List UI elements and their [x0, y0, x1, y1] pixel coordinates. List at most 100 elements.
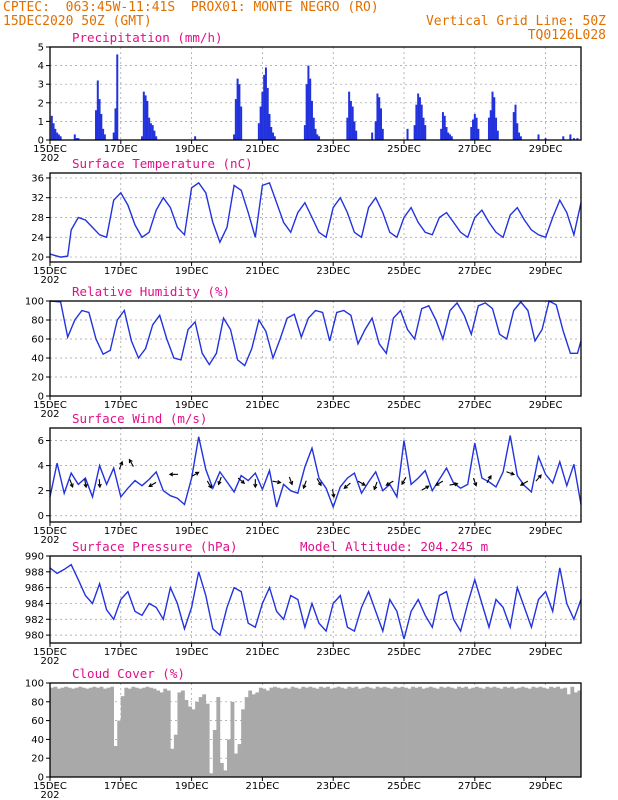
precip-bar — [141, 136, 144, 140]
precip-bar — [272, 132, 275, 140]
cloud-cover-bar — [577, 690, 582, 777]
precip-bar — [98, 99, 101, 140]
panel-1-xtick-label: 17DEC — [104, 144, 138, 155]
wind-arrow-head — [317, 481, 322, 487]
precip-bar — [450, 136, 453, 140]
cloud-cover-bar — [301, 686, 306, 777]
panel-4-xtick-label: 25DEC — [387, 526, 421, 537]
cloud-cover-bar — [184, 699, 189, 777]
panel-1-ytick-label: 2 — [38, 98, 44, 109]
cloud-cover-bar — [223, 770, 228, 777]
cloud-cover-bar — [556, 686, 561, 777]
cloud-cover-bar — [488, 687, 493, 777]
panel-4-xtick-label: 15DEC — [33, 526, 67, 537]
precip-bar — [305, 84, 308, 140]
cloud-cover-bar — [134, 687, 139, 777]
wind-arrow — [472, 477, 477, 486]
panel-3-xtick-label: 25DEC — [387, 400, 421, 411]
cloud-cover-bar — [216, 697, 221, 777]
cloud-cover-bar — [499, 688, 504, 777]
cloud-cover-bar — [474, 686, 479, 777]
wind-arrow-head — [148, 483, 153, 487]
cloud-cover-bar — [219, 762, 224, 777]
cloud-cover-bar — [435, 688, 440, 777]
cloud-cover-bar — [368, 687, 373, 777]
cloud-cover-bar — [244, 697, 249, 777]
precip-bar — [576, 138, 579, 140]
cloud-cover-bar — [513, 688, 518, 777]
precip-bar — [116, 54, 119, 140]
precip-bar — [572, 138, 575, 140]
cloud-cover-bar — [496, 687, 500, 777]
wind-arrow-head — [331, 493, 336, 499]
cloud-cover-bar — [428, 686, 433, 777]
panel-5-ytick-label: 990 — [25, 552, 44, 563]
wind-arrow — [343, 482, 351, 489]
precip-bar — [316, 134, 319, 140]
precip-bar — [270, 126, 273, 140]
panel-4-xtick-label: 23DEC — [316, 526, 350, 537]
precip-bar — [112, 132, 115, 140]
panel-2-xtick-label: 25DEC — [387, 266, 421, 277]
cloud-cover-bar — [283, 687, 288, 777]
precip-bar — [95, 110, 98, 140]
cloud-cover-bar — [326, 686, 330, 777]
panel-6-xtick-label: 17DEC — [104, 781, 138, 792]
wind-arrow — [148, 481, 157, 487]
wind-arrow — [69, 479, 74, 488]
panel-5-xtick-label: 29DEC — [529, 647, 563, 658]
cloud-cover-bar — [96, 687, 100, 777]
panel-4-year-fragment: 202 — [40, 535, 59, 546]
precip-bar — [96, 80, 99, 140]
precip-bar — [75, 138, 78, 140]
wind-arrow-head — [277, 479, 282, 485]
panel-5-xtick-label: 17DEC — [104, 647, 138, 658]
cloud-cover-bar — [538, 686, 543, 777]
panel-1-xtick-label: 25DEC — [387, 144, 421, 155]
panel-3-xtick-label: 17DEC — [104, 400, 138, 411]
cloud-cover-bar — [552, 687, 557, 777]
precip-bar — [413, 125, 416, 140]
panel-1-xtick-label: 29DEC — [529, 144, 563, 155]
wind-arrow — [357, 480, 366, 486]
cloud-cover-bar — [202, 694, 207, 777]
cloud-cover-bar — [386, 687, 391, 777]
panel-6-frame — [49, 682, 582, 778]
panel-1-ytick-label: 0 — [38, 136, 44, 147]
cloud-cover-bar — [67, 687, 72, 777]
cloud-cover-bar — [439, 686, 444, 777]
cloud-cover-bar — [117, 720, 122, 777]
header-date-line: 15DEC2020 50Z (GMT) — [3, 14, 152, 29]
wind-arrow — [84, 479, 87, 488]
cloud-cover-bar — [251, 694, 256, 777]
panel-5-frame — [49, 555, 582, 644]
panel-4-ytick-label: 4 — [38, 461, 44, 472]
cloud-cover-bar — [421, 688, 426, 777]
cloud-cover-bar — [457, 686, 461, 777]
precip-bar — [569, 134, 572, 140]
precip-bar — [348, 91, 351, 140]
wind-arrow — [98, 479, 101, 488]
precip-bar — [445, 126, 448, 140]
precip-bar — [310, 100, 313, 140]
precip-bar — [307, 65, 310, 140]
cloud-cover-bar — [191, 709, 196, 777]
cloud-cover-bar — [280, 688, 284, 777]
cloud-cover-bar — [354, 686, 359, 777]
cloud-cover-bar — [85, 688, 90, 777]
precip-bar — [376, 93, 379, 140]
cloud-cover-bar — [255, 692, 260, 777]
wind-arrow-head — [128, 458, 133, 464]
precip-bar — [142, 91, 145, 140]
panel-6-xtick-label: 15DEC — [33, 781, 67, 792]
precip-bar — [519, 136, 522, 140]
precip-bar — [514, 104, 517, 140]
cloud-cover-bar — [287, 688, 292, 777]
precip-bar — [234, 99, 237, 140]
panel-5-ytick-label: 980 — [25, 631, 44, 642]
cloud-cover-bar — [573, 692, 578, 777]
panel-4-ytick-label: 6 — [38, 436, 44, 447]
panel-5-ytick-label: 988 — [25, 567, 44, 578]
panel-3-xtick-label: 19DEC — [175, 400, 209, 411]
cloud-cover-bar — [81, 687, 86, 777]
